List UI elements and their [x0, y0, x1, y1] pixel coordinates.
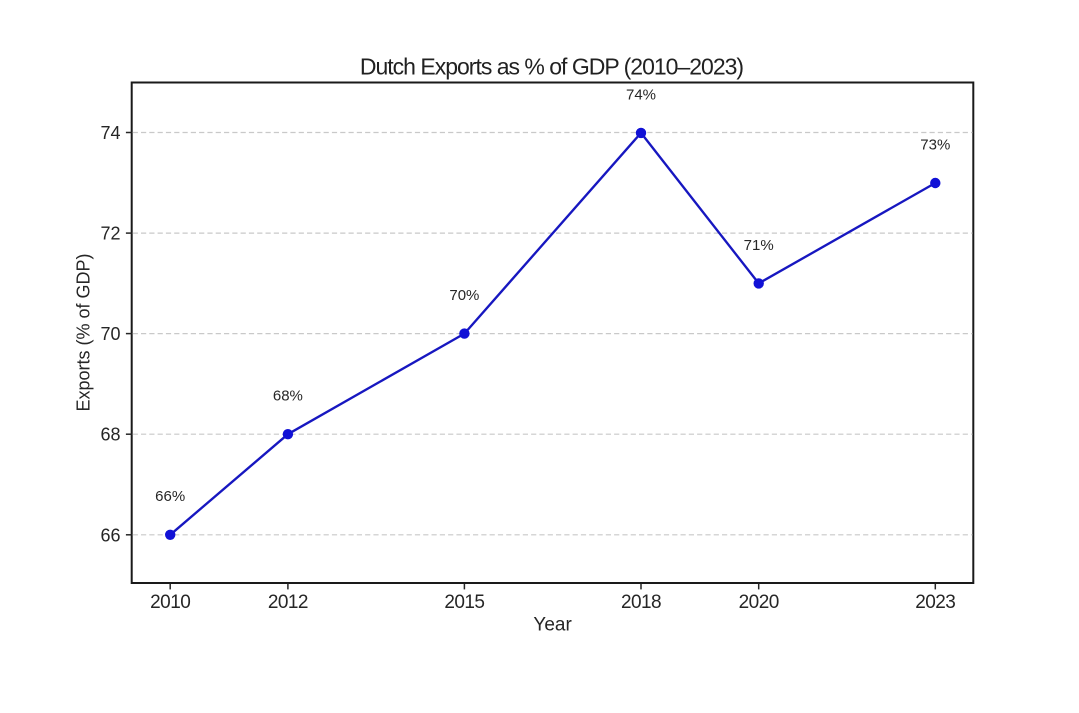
- svg-text:68: 68: [100, 425, 120, 445]
- svg-text:Year: Year: [533, 615, 572, 636]
- svg-text:Exports (% of GDP): Exports (% of GDP): [73, 253, 93, 411]
- svg-text:2023: 2023: [915, 592, 955, 613]
- svg-text:2012: 2012: [268, 592, 308, 613]
- svg-text:74: 74: [100, 123, 120, 143]
- svg-text:74%: 74%: [626, 86, 656, 103]
- svg-text:2020: 2020: [739, 592, 779, 613]
- svg-text:71%: 71%: [744, 237, 774, 254]
- svg-text:70%: 70%: [449, 287, 479, 304]
- svg-text:68%: 68%: [273, 388, 303, 405]
- svg-text:73%: 73%: [920, 136, 950, 153]
- svg-text:66: 66: [100, 525, 120, 545]
- svg-text:70: 70: [100, 324, 120, 344]
- svg-text:2018: 2018: [621, 592, 661, 613]
- svg-text:2015: 2015: [444, 592, 484, 613]
- svg-text:2010: 2010: [150, 592, 190, 613]
- svg-text:Dutch Exports as % of GDP (201: Dutch Exports as % of GDP (2010–2023): [360, 53, 744, 79]
- svg-text:66%: 66%: [155, 488, 185, 505]
- svg-text:72: 72: [100, 224, 120, 244]
